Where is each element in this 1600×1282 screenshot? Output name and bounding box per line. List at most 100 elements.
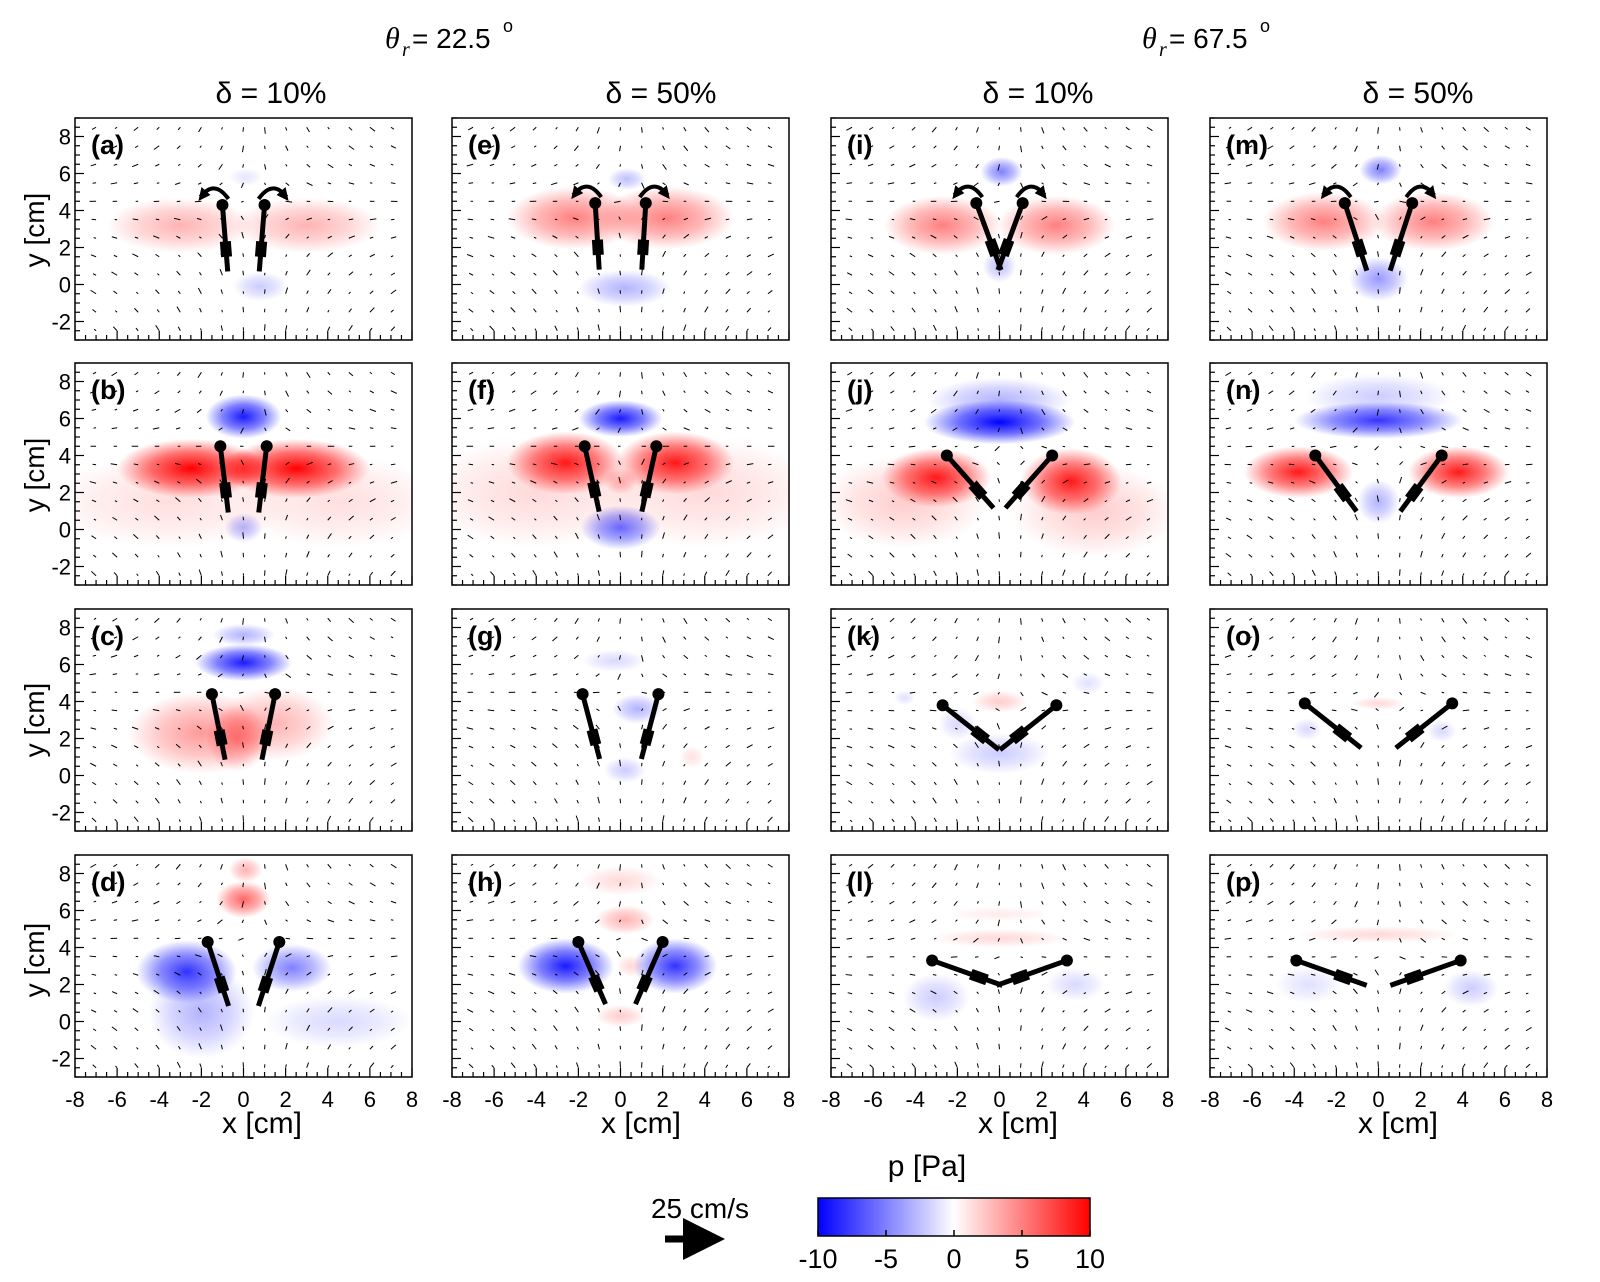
velocity-vector	[725, 427, 732, 430]
velocity-vector	[1146, 746, 1150, 749]
velocity-vector	[369, 555, 372, 558]
velocity-vector	[725, 408, 730, 412]
velocity-vector	[530, 726, 537, 730]
x-tick-label: -2	[569, 1087, 589, 1112]
y-tick-label: 8	[59, 125, 71, 150]
velocity-vector	[348, 989, 355, 995]
velocity-vector	[662, 673, 668, 678]
velocity-vector	[1062, 709, 1069, 712]
velocity-vector	[93, 801, 97, 804]
velocity-vector	[327, 973, 331, 976]
velocity-vector	[327, 654, 332, 658]
velocity-vector	[746, 518, 750, 521]
wing-rod	[1303, 701, 1363, 750]
velocity-vector	[1104, 445, 1112, 448]
velocity-vector	[1355, 763, 1358, 767]
velocity-vector	[1291, 636, 1295, 639]
velocity-vector	[285, 308, 287, 313]
velocity-vector	[954, 408, 958, 413]
velocity-vector	[1525, 182, 1533, 185]
velocity-vector	[683, 1046, 686, 1050]
axis-ticks	[451, 608, 790, 832]
velocity-vector	[1020, 445, 1024, 450]
velocity-vector	[576, 763, 579, 767]
wing-rod	[638, 693, 661, 760]
velocity-vector	[618, 460, 621, 465]
velocity-vector	[489, 727, 495, 730]
velocity-vector	[469, 617, 474, 621]
velocity-vector	[468, 308, 474, 313]
velocity-vector	[725, 1010, 729, 1013]
velocity-vector	[746, 863, 750, 867]
velocity-vector	[1041, 618, 1044, 622]
velocity-vector	[306, 1024, 311, 1031]
wing-rod	[998, 703, 1058, 752]
velocity-vector	[1377, 636, 1379, 643]
velocity-vector	[491, 1028, 495, 1032]
velocity-vector	[348, 573, 351, 577]
velocity-vector	[1504, 309, 1508, 313]
velocity-vector	[531, 1043, 537, 1050]
velocity-vector	[1355, 552, 1358, 558]
velocity-vector	[641, 919, 644, 925]
velocity-vector	[1352, 462, 1358, 466]
velocity-vector	[1525, 863, 1529, 867]
velocity-vector	[662, 250, 667, 257]
velocity-vector	[134, 236, 139, 239]
velocity-vector	[509, 182, 516, 185]
velocity-vector	[327, 252, 334, 258]
velocity-vector	[240, 215, 244, 221]
velocity-vector	[1020, 691, 1024, 697]
velocity-vector	[1504, 728, 1508, 730]
velocity-vector	[1041, 372, 1043, 375]
y-tick-label: 2	[59, 481, 71, 506]
velocity-vector	[1312, 863, 1316, 868]
wing-tip	[652, 688, 665, 701]
velocity-vector	[683, 882, 687, 887]
velocity-vector	[1525, 254, 1531, 258]
velocity-vector	[306, 497, 311, 503]
x-tick-label: 0	[237, 1087, 249, 1112]
velocity-vector	[327, 326, 331, 331]
velocity-vector	[285, 498, 288, 502]
velocity-vector	[369, 571, 374, 577]
velocity-vector	[933, 863, 937, 869]
velocity-vector	[1462, 573, 1465, 576]
velocity-vector	[531, 218, 537, 221]
velocity-vector	[909, 163, 916, 168]
velocity-vector	[1504, 974, 1509, 976]
velocity-vector	[133, 182, 139, 185]
velocity-vector	[306, 779, 310, 785]
velocity-vector	[1374, 969, 1379, 976]
velocity-vector	[1332, 427, 1337, 431]
velocity-vector	[93, 145, 97, 148]
velocity-vector	[1399, 618, 1401, 624]
velocity-vector	[746, 673, 751, 675]
velocity-vector	[1291, 728, 1295, 730]
velocity-vector	[1020, 231, 1023, 239]
velocity-vector	[92, 781, 97, 786]
velocity-vector	[1355, 780, 1358, 785]
velocity-vector	[976, 517, 979, 521]
velocity-vector	[597, 864, 600, 869]
velocity-vector	[725, 536, 728, 540]
velocity-vector	[704, 1028, 707, 1032]
velocity-vector	[955, 290, 958, 294]
velocity-vector	[327, 371, 331, 376]
x-tick-label: 0	[614, 1087, 626, 1112]
velocity-vector	[595, 163, 600, 170]
velocity-vectors	[89, 371, 412, 577]
velocity-vector	[93, 992, 97, 995]
velocity-vector	[157, 554, 160, 558]
velocity-vector	[746, 780, 752, 786]
velocity-vector	[93, 518, 97, 521]
velocity-vector	[767, 882, 771, 885]
velocity-vector	[1125, 745, 1132, 749]
rotation-arrowhead	[952, 185, 965, 200]
velocity-vector	[1313, 518, 1316, 521]
velocity-vector	[488, 798, 495, 804]
velocity-vector	[614, 200, 621, 204]
velocity-vector	[348, 1063, 352, 1069]
velocity-vector	[390, 236, 397, 239]
velocity-vector	[909, 973, 916, 976]
